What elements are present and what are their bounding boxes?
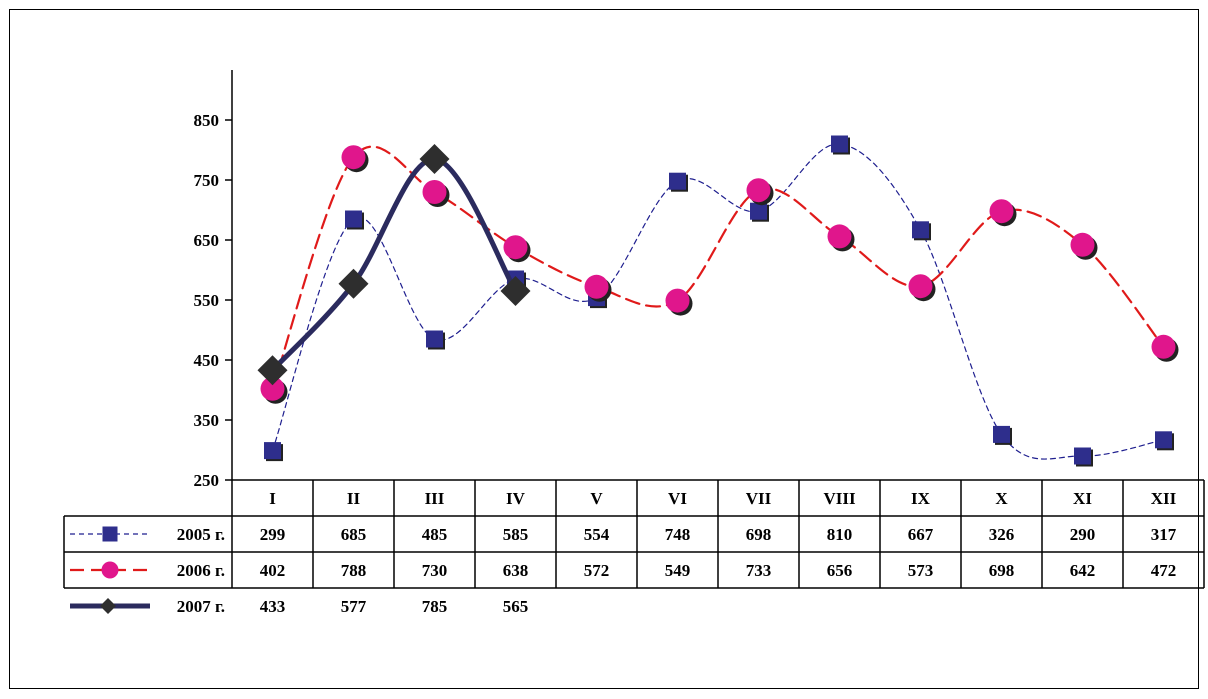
table-value: 577	[341, 597, 367, 616]
category-label: I	[269, 489, 276, 508]
y-tick-label: 650	[194, 231, 220, 250]
data-point-series-1	[831, 135, 848, 153]
chart-frame	[9, 9, 1199, 689]
table-value: 698	[989, 561, 1015, 580]
y-tick-label: 550	[194, 291, 220, 310]
table-value: 748	[665, 525, 691, 544]
legend-label-1: 2005 г.	[177, 525, 225, 544]
legend-marker-2	[101, 561, 119, 579]
category-label: V	[590, 489, 603, 508]
category-label: XII	[1151, 489, 1177, 508]
category-label: XI	[1073, 489, 1092, 508]
data-point-series-2	[341, 145, 366, 170]
legend-label-3: 2007 г.	[177, 597, 225, 616]
data-point-series-2	[746, 178, 771, 203]
data-point-series-2	[503, 235, 528, 260]
data-point-series-3	[500, 276, 531, 306]
legend-marker-3	[100, 598, 116, 614]
table-value: 402	[260, 561, 286, 580]
data-point-series-2	[989, 199, 1014, 224]
table-value: 642	[1070, 561, 1096, 580]
data-point-series-2	[665, 288, 690, 313]
data-point-series-1	[264, 442, 281, 460]
data-point-series-1	[1155, 431, 1172, 449]
data-point-series-1	[669, 172, 686, 190]
category-label: X	[995, 489, 1008, 508]
y-tick-label: 750	[194, 171, 220, 190]
table-value: 656	[827, 561, 853, 580]
table-value: 299	[260, 525, 286, 544]
category-label: VII	[746, 489, 772, 508]
data-point-series-3	[419, 144, 450, 174]
series-line-1	[271, 143, 1165, 460]
data-point-series-1	[993, 425, 1010, 443]
category-label: VI	[668, 489, 687, 508]
category-label: II	[347, 489, 361, 508]
table-value: 290	[1070, 525, 1096, 544]
data-point-series-1	[1074, 447, 1091, 465]
table-value: 667	[908, 525, 934, 544]
table-value: 317	[1151, 525, 1177, 544]
series-line-3	[270, 156, 518, 373]
data-point-series-1	[750, 202, 767, 220]
data-point-series-2	[422, 180, 447, 204]
data-point-series-1	[912, 221, 929, 239]
table-value: 472	[1151, 561, 1177, 580]
table-value: 326	[989, 525, 1015, 544]
data-point-series-3	[257, 355, 288, 386]
category-label: VIII	[823, 489, 856, 508]
table-value: 788	[341, 561, 367, 580]
legend-marker-1	[102, 526, 118, 542]
table-value: 810	[827, 525, 853, 544]
data-point-series-3	[338, 268, 369, 299]
data-point-series-2	[584, 274, 609, 299]
y-tick-label: 350	[194, 411, 220, 430]
table-value: 698	[746, 525, 772, 544]
data-point-series-2	[260, 376, 285, 401]
data-point-series-2	[1070, 232, 1095, 257]
table-value: 554	[584, 525, 610, 544]
data-point-series-2	[827, 224, 852, 249]
table-value: 733	[746, 561, 772, 580]
data-point-series-1	[345, 210, 362, 228]
table-value: 565	[503, 597, 529, 616]
legend-label-2: 2006 г.	[177, 561, 225, 580]
data-point-series-1	[426, 330, 443, 348]
y-tick-label: 450	[194, 351, 220, 370]
table-value: 572	[584, 561, 610, 580]
table-value: 638	[503, 561, 529, 580]
y-tick-label: 250	[194, 471, 220, 490]
data-point-series-2	[908, 274, 933, 299]
table-value: 685	[341, 525, 367, 544]
table-value: 785	[422, 597, 448, 616]
table-value: 730	[422, 561, 448, 580]
table-value: 549	[665, 561, 691, 580]
series-line-2	[271, 145, 1165, 390]
category-label: III	[425, 489, 445, 508]
table-value: 573	[908, 561, 934, 580]
table-value: 585	[503, 525, 529, 544]
data-point-series-2	[1151, 334, 1176, 359]
category-label: IV	[506, 489, 526, 508]
table-value: 433	[260, 597, 286, 616]
category-label: IX	[911, 489, 931, 508]
table-value: 485	[422, 525, 448, 544]
y-tick-label: 850	[194, 111, 220, 130]
